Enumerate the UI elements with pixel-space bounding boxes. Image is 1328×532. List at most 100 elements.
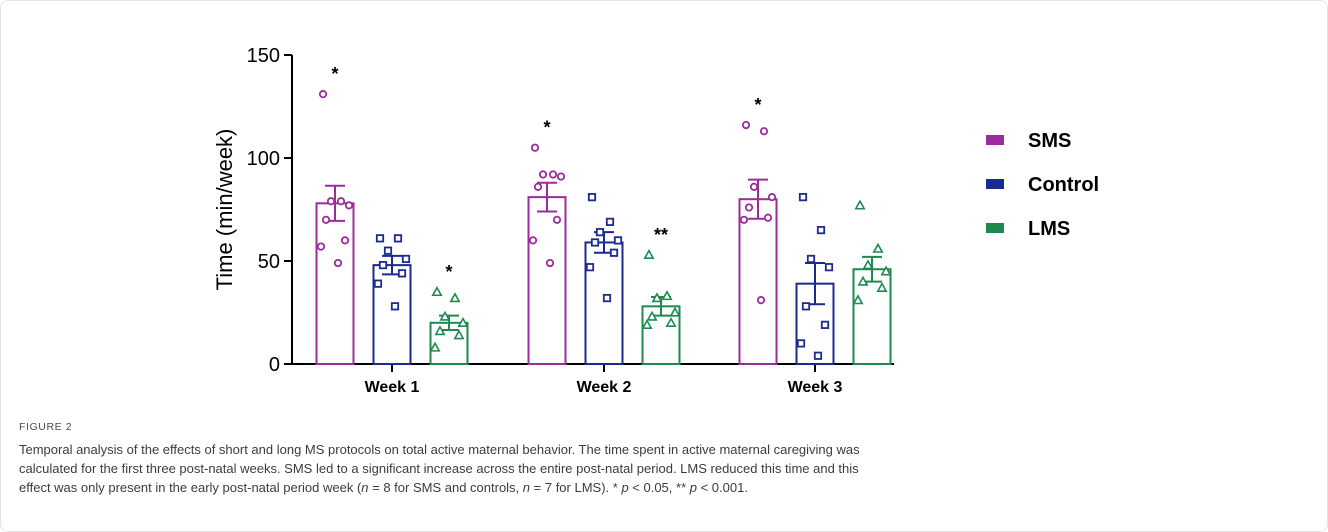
data-point: [741, 120, 751, 130]
data-point: [431, 286, 443, 297]
data-point: [321, 215, 331, 224]
caption-p-symbol: p: [689, 480, 697, 495]
data-point: [585, 263, 595, 272]
data-point: [739, 215, 749, 224]
data-point: [378, 261, 388, 270]
data-point: [605, 217, 615, 226]
caption-line-3b: = 8 for SMS and controls,: [368, 480, 523, 495]
significance-marker: *: [754, 95, 761, 115]
data-point: [767, 193, 777, 202]
legend-swatch-lms: [986, 223, 1004, 233]
data-point: [669, 306, 681, 317]
data-point: [530, 143, 540, 152]
legend-swatch-sms: [986, 135, 1004, 145]
data-point: [528, 236, 538, 245]
data-point: [763, 213, 773, 222]
data-point: [646, 310, 658, 321]
significance-marker: *: [445, 262, 452, 282]
data-point: [643, 248, 655, 259]
caption-line-1: Temporal analysis of the effects of shor…: [19, 442, 860, 457]
data-point: [449, 292, 461, 303]
data-point: [344, 201, 354, 210]
data-point: [813, 351, 823, 360]
x-tick-label: Week 2: [577, 379, 632, 396]
data-point: [816, 225, 826, 235]
data-point: [318, 90, 328, 99]
data-point: [326, 197, 336, 206]
caption-p-symbol: p: [621, 480, 629, 495]
data-point: [552, 215, 562, 224]
bar-control: [584, 241, 624, 366]
legend-label-sms: SMS: [1028, 130, 1071, 152]
y-tick-label: 100: [247, 148, 280, 170]
data-point: [383, 246, 393, 255]
legend-label-lms: LMS: [1028, 218, 1070, 240]
bar-sms: [315, 202, 355, 365]
caption-line-3a: effect was only present in the early pos…: [19, 480, 362, 495]
data-point: [857, 275, 869, 286]
figure-caption: Temporal analysis of the effects of shor…: [19, 440, 1309, 497]
significance-marker: *: [543, 118, 550, 138]
figure-label: FIGURE 2: [19, 421, 73, 433]
significance-marker: **: [654, 225, 668, 245]
data-point: [872, 242, 884, 253]
caption-line-2: calculated for the first three post-nata…: [19, 461, 859, 476]
data-point: [397, 269, 407, 278]
data-point: [854, 199, 866, 210]
data-point: [852, 294, 864, 305]
data-point: [880, 265, 892, 276]
data-point: [602, 293, 612, 303]
x-tick-label: Week 3: [788, 379, 843, 396]
data-point: [806, 254, 816, 264]
data-point: [862, 259, 874, 270]
data-point: [595, 228, 605, 237]
data-point: [533, 182, 543, 191]
data-point: [876, 281, 888, 292]
data-point: [429, 341, 441, 352]
data-point: [457, 316, 469, 327]
data-point: [798, 193, 808, 202]
data-point: [556, 172, 566, 181]
data-point: [756, 296, 766, 305]
data-point: [373, 279, 383, 288]
x-tick-label: Week 1: [365, 379, 420, 396]
caption-line-3d: < 0.05, **: [628, 480, 690, 495]
legend-label-control: Control: [1028, 174, 1099, 196]
data-point: [439, 310, 451, 321]
data-point: [801, 302, 811, 311]
data-point: [316, 242, 326, 251]
significance-marker: *: [331, 64, 338, 84]
data-point: [665, 316, 677, 327]
caption-line-3c: = 7 for LMS). *: [530, 480, 622, 495]
data-point: [333, 258, 343, 268]
data-point: [401, 254, 411, 264]
data-point: [538, 170, 548, 179]
data-point: [434, 325, 446, 336]
legend-swatch-control: [986, 179, 1004, 189]
data-point: [587, 193, 597, 202]
data-point: [609, 248, 619, 257]
data-point: [393, 234, 403, 243]
data-point: [824, 263, 834, 272]
data-point: [661, 290, 673, 301]
data-point: [590, 238, 600, 247]
y-tick-label: 50: [258, 251, 280, 273]
data-point: [375, 234, 385, 243]
data-point: [613, 236, 623, 245]
y-tick-label: 150: [247, 45, 280, 67]
data-point: [820, 320, 830, 329]
caption-n-symbol: n: [361, 480, 369, 495]
data-point: [548, 170, 558, 179]
data-point: [651, 292, 663, 303]
caption-line-3e: < 0.001.: [696, 480, 748, 495]
y-axis-title: Time (min/week): [212, 129, 237, 291]
data-point: [796, 339, 806, 348]
bar-sms: [738, 198, 778, 365]
data-point: [390, 302, 400, 311]
data-point: [759, 127, 769, 136]
data-point: [453, 329, 465, 340]
data-point: [641, 319, 653, 330]
data-point: [340, 236, 350, 245]
